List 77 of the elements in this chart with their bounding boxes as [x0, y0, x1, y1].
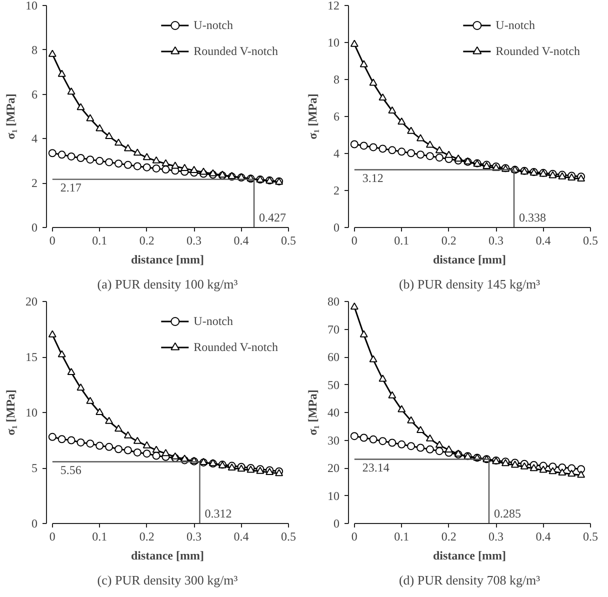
- x-tick-label: 0.4: [234, 530, 249, 544]
- y-axis-title: σ₁ [MPa]: [4, 94, 18, 140]
- text: (b) PUR density 145 kg/m³: [398, 276, 540, 292]
- y-axis-title: σ₁ [MPa]: [306, 94, 320, 140]
- text: (a) PUR density 100 kg/m³: [97, 276, 238, 292]
- y-tick-label: 20: [328, 461, 340, 475]
- ref-line-label: 3.12: [362, 170, 384, 185]
- x-tick-label: 0: [351, 234, 358, 248]
- legend-label: Rounded V-notch: [194, 44, 278, 58]
- ref-line-label: 0.285: [494, 506, 521, 520]
- x-axis-title: distance [mm]: [433, 548, 506, 562]
- y-tick-label: 20: [26, 294, 38, 308]
- y-tick-label: 2: [334, 184, 340, 198]
- y-tick-label: 80: [328, 294, 340, 308]
- x-tick-label: 0.2: [441, 530, 456, 544]
- x-tick-label: 0: [49, 234, 56, 248]
- x-tick-label: 0: [351, 530, 358, 544]
- legend-label: Rounded V-notch: [496, 44, 580, 58]
- text: (d) PUR density 708 kg/m³: [398, 572, 540, 588]
- y-tick-label: 50: [328, 378, 340, 392]
- y-tick-label: 15: [26, 350, 38, 364]
- y-axis-title: σ₁ [MPa]: [4, 390, 18, 436]
- x-tick-label: 0.4: [536, 530, 551, 544]
- y-tick-label: 60: [328, 350, 340, 364]
- x-tick-label: 0.2: [139, 234, 154, 248]
- y-tick-label: 8: [334, 72, 340, 86]
- y-tick-label: 4: [32, 132, 38, 146]
- x-tick-label: 0.1: [92, 530, 108, 544]
- ref-line-label: 0.338: [519, 210, 546, 224]
- x-tick-label: 0: [49, 530, 56, 544]
- x-tick-label: 0.4: [536, 234, 551, 248]
- x-tick-label: 0.3: [186, 234, 202, 248]
- x-tick-label: 0.5: [281, 234, 296, 248]
- y-tick-label: 10: [328, 488, 340, 503]
- x-tick-label: 0.3: [488, 234, 504, 248]
- x-tick-label: 0.1: [92, 234, 108, 248]
- y-tick-label: 0: [334, 220, 340, 234]
- legend-label: U-notch: [496, 18, 535, 32]
- x-tick-label: 0.5: [281, 530, 296, 544]
- legend-label: Rounded V-notch: [194, 340, 278, 354]
- y-tick-label: 70: [328, 322, 340, 336]
- text: (c) PUR density 300 kg/m³: [97, 572, 238, 588]
- y-tick-label: 0: [32, 516, 38, 530]
- x-tick-label: 0.2: [139, 530, 154, 544]
- ref-line-label: 0.312: [204, 506, 232, 520]
- y-tick-label: 6: [32, 87, 38, 102]
- x-axis-title: distance [mm]: [131, 548, 204, 562]
- ref-line-label: 2.17: [60, 180, 82, 194]
- y-tick-label: 4: [334, 146, 340, 160]
- y-tick-label: 10: [26, 406, 38, 420]
- y-tick-label: 40: [328, 406, 340, 420]
- x-tick-label: 0.1: [394, 234, 410, 248]
- x-axis-title: distance [mm]: [433, 252, 506, 266]
- x-tick-label: 0.3: [186, 530, 202, 544]
- legend-label: U-notch: [194, 314, 233, 328]
- y-axis-title: σ₁ [MPa]: [306, 390, 320, 436]
- y-tick-label: 5: [32, 461, 38, 475]
- ref-line-label: 0.427: [259, 210, 286, 224]
- ref-line-label: 23.14: [362, 460, 390, 474]
- y-tick-label: 30: [328, 433, 340, 448]
- y-tick-label: 0: [32, 220, 38, 234]
- ref-line-label: 5.56: [60, 462, 82, 477]
- x-tick-label: 0.4: [234, 234, 249, 248]
- y-tick-label: 12: [328, 0, 340, 12]
- y-tick-label: 10: [328, 36, 340, 50]
- x-tick-label: 0.1: [394, 530, 410, 544]
- y-tick-label: 6: [334, 110, 340, 124]
- legend-label: U-notch: [194, 18, 233, 32]
- y-tick-label: 2: [32, 176, 38, 190]
- x-tick-label: 0.5: [583, 234, 598, 248]
- y-tick-label: 0: [334, 516, 340, 530]
- y-tick-label: 10: [26, 0, 38, 12]
- x-tick-label: 0.3: [488, 530, 504, 544]
- x-axis-title: distance [mm]: [131, 252, 204, 266]
- x-tick-label: 0.2: [441, 234, 456, 248]
- y-tick-label: 8: [32, 42, 38, 57]
- x-tick-label: 0.5: [583, 530, 598, 544]
